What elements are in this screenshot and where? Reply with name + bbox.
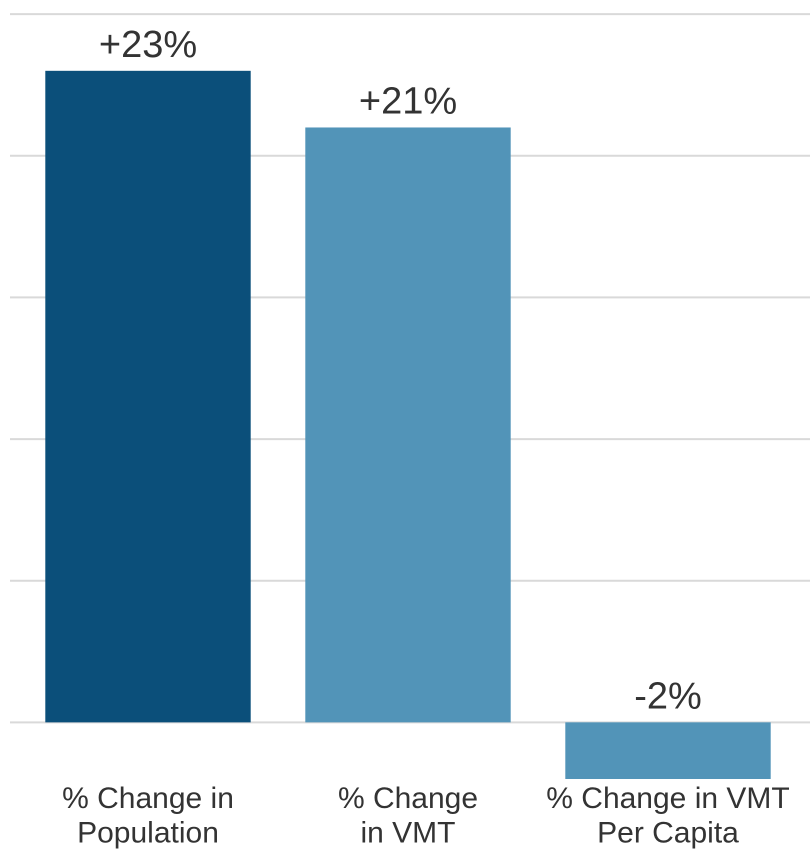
value-label: +23% [99, 24, 197, 66]
x-tick-label: % Change in VMT Per Capita [546, 782, 789, 850]
value-label: -2% [634, 675, 702, 717]
bar [565, 722, 771, 779]
x-tick-label: % Change in VMT [338, 782, 478, 850]
value-label: +21% [359, 80, 457, 122]
bar [305, 127, 511, 723]
bar [45, 70, 251, 723]
x-tick-label: % Change in Population [62, 782, 234, 850]
